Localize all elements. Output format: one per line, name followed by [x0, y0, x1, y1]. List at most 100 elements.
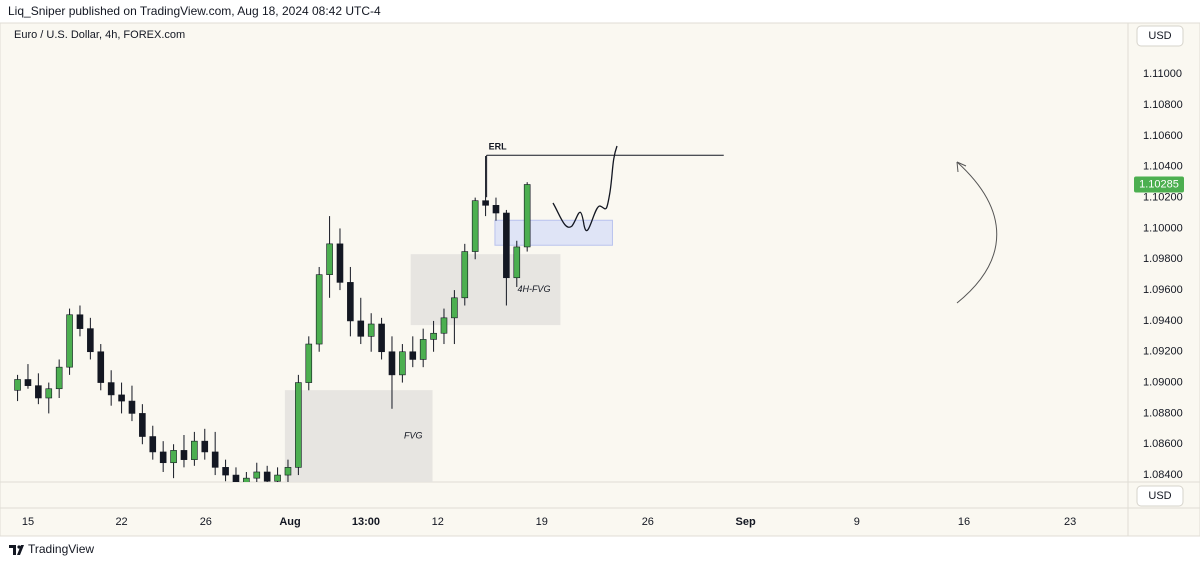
y-tick-label: 1.10400: [1143, 161, 1183, 173]
candle-body: [191, 440, 198, 460]
x-tick-label: 26: [200, 516, 212, 528]
arrow-curve: [956, 161, 998, 304]
level-label: ERL: [489, 142, 508, 152]
candle-body: [253, 471, 261, 479]
candle-body: [305, 343, 313, 383]
brand-name: TradingView: [28, 542, 94, 556]
candle-body: [118, 394, 125, 402]
currency-button[interactable]: [1136, 485, 1184, 507]
last-price-label: 1.10285: [1139, 178, 1179, 190]
candle-body: [14, 379, 21, 391]
y-tick-label: 1.09000: [1143, 376, 1183, 388]
candle-body: [513, 246, 521, 279]
candle-body: [170, 450, 177, 464]
y-tick-label: 1.10600: [1143, 130, 1183, 142]
x-tick-label: 9: [854, 516, 860, 528]
x-tick-label: 19: [536, 516, 548, 528]
candle-body: [419, 339, 427, 360]
candle-body: [492, 205, 500, 214]
x-tick-label: Aug: [279, 516, 300, 528]
candle-body: [295, 382, 302, 468]
x-tick-label: 26: [642, 516, 654, 528]
x-tick-label: 16: [958, 516, 970, 528]
publisher: Liq_Sniper published on TradingView.com,…: [8, 4, 381, 18]
candle-body: [326, 243, 333, 275]
candle-body: [347, 282, 354, 322]
candle-body: [357, 320, 365, 337]
x-tick-label: Sep: [735, 516, 755, 528]
zone: [410, 254, 561, 326]
candle-body: [87, 328, 94, 353]
candle-body: [451, 297, 458, 319]
candle-body: [263, 471, 271, 482]
candle-body: [461, 251, 469, 299]
candle-body: [409, 351, 417, 360]
candle-body: [107, 382, 115, 396]
currency-button[interactable]: [1136, 25, 1184, 47]
last-price-tag: [1134, 176, 1184, 193]
candle-body: [367, 323, 375, 337]
logo-dot: [17, 545, 21, 549]
currency-label[interactable]: USD: [1148, 30, 1171, 42]
candle-body: [482, 200, 489, 206]
candle-body: [211, 451, 219, 468]
candle-body: [35, 385, 42, 399]
chart-panel: [0, 22, 1200, 537]
x-tick-label: 13:00: [352, 516, 380, 528]
candle-body: [222, 467, 229, 476]
y-tick-label: 1.09800: [1143, 253, 1183, 265]
y-tick-label: 1.10000: [1143, 222, 1183, 234]
candle-body: [378, 323, 385, 353]
candle-body: [440, 317, 448, 334]
candle-body: [430, 332, 437, 340]
candle-body: [76, 314, 84, 329]
projection-sketch: [552, 145, 618, 232]
candle-body: [201, 440, 209, 453]
x-tick-label: 15: [22, 516, 34, 528]
zone-label: 4H-FVG: [517, 284, 550, 294]
y-tick-label: 1.09400: [1143, 315, 1183, 327]
plot-area: [14, 154, 724, 482]
zone-label: FVG: [404, 430, 423, 440]
candle-body: [149, 436, 157, 453]
y-tick-label: 1.08600: [1143, 438, 1183, 450]
candle-body: [399, 351, 406, 376]
x-tick-label: 12: [432, 516, 444, 528]
candle-body: [503, 212, 510, 279]
arrow-head: [956, 161, 967, 173]
y-tick-label: 1.10800: [1143, 99, 1183, 111]
candle-body: [471, 200, 479, 252]
y-tick-label: 1.09600: [1143, 284, 1183, 296]
candle-body: [232, 474, 240, 482]
y-tick-label: 1.11000: [1143, 68, 1182, 80]
candle-body: [315, 274, 323, 345]
y-tick-label: 1.08800: [1143, 407, 1183, 419]
candle-body: [66, 314, 73, 368]
candle-body: [128, 400, 136, 414]
candle-body: [284, 467, 292, 476]
brand-logo: [9, 545, 24, 555]
candle-body: [336, 243, 344, 283]
y-tick-label: 1.09200: [1143, 346, 1183, 358]
y-tick-label: 1.10200: [1143, 192, 1183, 204]
candle-body: [243, 477, 250, 482]
candle-body: [159, 451, 167, 464]
x-tick-label: 23: [1064, 516, 1076, 528]
zone: [284, 390, 433, 482]
candle-body: [139, 413, 146, 437]
candle-body: [180, 450, 188, 460]
candle-body: [274, 474, 281, 482]
candle-body: [388, 351, 396, 376]
x-tick-label: 22: [115, 516, 127, 528]
candle-body: [24, 379, 32, 386]
candle-body: [45, 388, 53, 399]
candle-body: [97, 351, 105, 383]
y-tick-label: 1.08400: [1143, 469, 1183, 481]
candle-body: [523, 184, 531, 248]
candle-body: [55, 366, 63, 390]
currency-label[interactable]: USD: [1148, 490, 1171, 502]
zone: [494, 219, 613, 246]
symbol-title: Euro / U.S. Dollar, 4h, FOREX.com: [14, 29, 185, 41]
